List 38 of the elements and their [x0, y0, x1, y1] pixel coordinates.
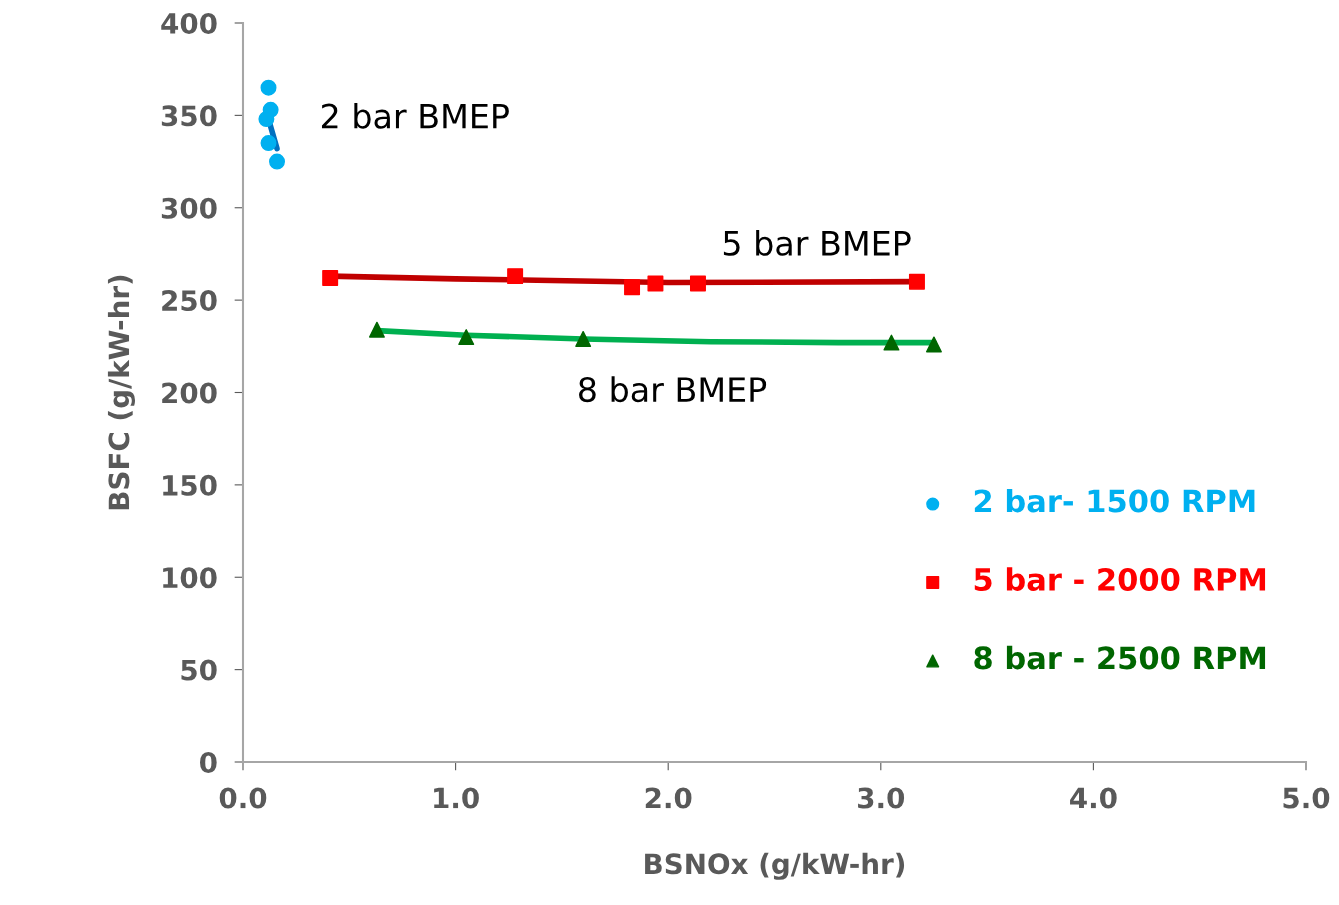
- point: [368, 321, 385, 338]
- point: [883, 334, 900, 351]
- y-axis-title: BSFC (g/kW-hr): [107, 275, 136, 510]
- point: [260, 135, 277, 152]
- y-tick-label: 400: [161, 12, 217, 34]
- y-tick-label: 300: [161, 197, 217, 219]
- point: [647, 275, 664, 292]
- y-tick-label: 350: [161, 105, 217, 127]
- annotation: 8 bar BMEP: [579, 376, 767, 403]
- y-tick-label: 100: [163, 567, 217, 589]
- annotation: 5 bar BMEP: [723, 230, 911, 256]
- x-tick-label: 1.0: [434, 787, 479, 809]
- point: [322, 269, 339, 286]
- point: [689, 275, 706, 292]
- y-tick-label: 200: [162, 382, 217, 404]
- point: [458, 329, 475, 346]
- annotation: 2 bar BMEP: [321, 102, 509, 129]
- legend-label: 8 bar - 2500 RPM: [974, 645, 1266, 670]
- point: [575, 330, 592, 347]
- x-axis-title: BSNOx (g/kW-hr): [645, 852, 905, 880]
- y-tick-label: 250: [162, 290, 217, 312]
- point: [260, 79, 277, 96]
- x-tick-label: 0.0: [219, 787, 267, 809]
- point: [507, 268, 524, 285]
- y-tick-label: 50: [181, 659, 217, 681]
- point: [269, 153, 285, 170]
- x-tick-label: 4.0: [1070, 787, 1117, 809]
- legend-label: 2 bar- 1500 RPM: [974, 488, 1255, 513]
- x-tick-label: 3.0: [858, 787, 905, 809]
- point: [258, 111, 275, 128]
- x-tick-label: 2.0: [645, 787, 692, 809]
- legend-label: 5 bar - 2000 RPM: [974, 567, 1266, 591]
- x-tick-label: 5.0: [1283, 787, 1330, 809]
- y-tick-label: 150: [163, 474, 217, 496]
- point: [925, 336, 942, 353]
- y-tick-label: 0: [200, 751, 217, 773]
- point: [908, 273, 925, 290]
- point: [624, 279, 641, 296]
